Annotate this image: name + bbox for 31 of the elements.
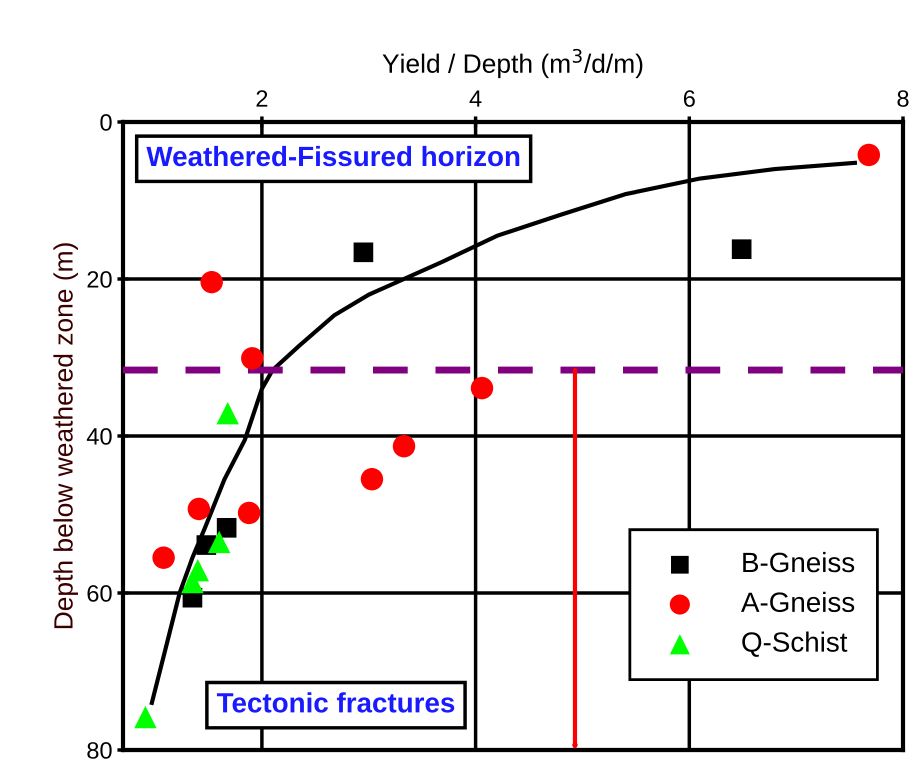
point [152, 546, 175, 569]
point [392, 435, 416, 458]
point [216, 518, 236, 538]
legend-label: B-Gneiss [743, 552, 854, 572]
point [354, 242, 374, 262]
y-tick-label: 0 [100, 114, 112, 131]
x-tick-label: 8 [897, 90, 909, 107]
point [188, 498, 210, 520]
point [858, 144, 880, 166]
y-axis-title: Depth below weathered zone (m) [53, 243, 78, 628]
legend-label: Q-Schist [742, 631, 848, 657]
point [360, 468, 384, 490]
point [200, 270, 223, 294]
y-tick-label: 20 [88, 271, 112, 288]
x-tick-label: 4 [470, 90, 482, 107]
y-tick-label: 80 [87, 742, 112, 759]
x-tick-label: 2 [256, 90, 268, 107]
x-tick-label: 6 [684, 90, 695, 107]
y-tick-label: 60 [88, 585, 112, 602]
y-tick-label: 40 [86, 428, 112, 445]
annotation: Tectonic fractures [216, 692, 454, 713]
point [134, 706, 157, 728]
point [732, 239, 752, 259]
point [208, 530, 230, 554]
point [241, 347, 264, 370]
annotation: Weathered-Fissured horizon [146, 146, 520, 166]
x-axis-title: Yield / Depth (m$^{3}$/d/m) [382, 48, 642, 78]
point [470, 376, 494, 400]
point [238, 502, 260, 524]
legend-label: A-Gneiss [741, 592, 854, 612]
point [216, 402, 239, 424]
